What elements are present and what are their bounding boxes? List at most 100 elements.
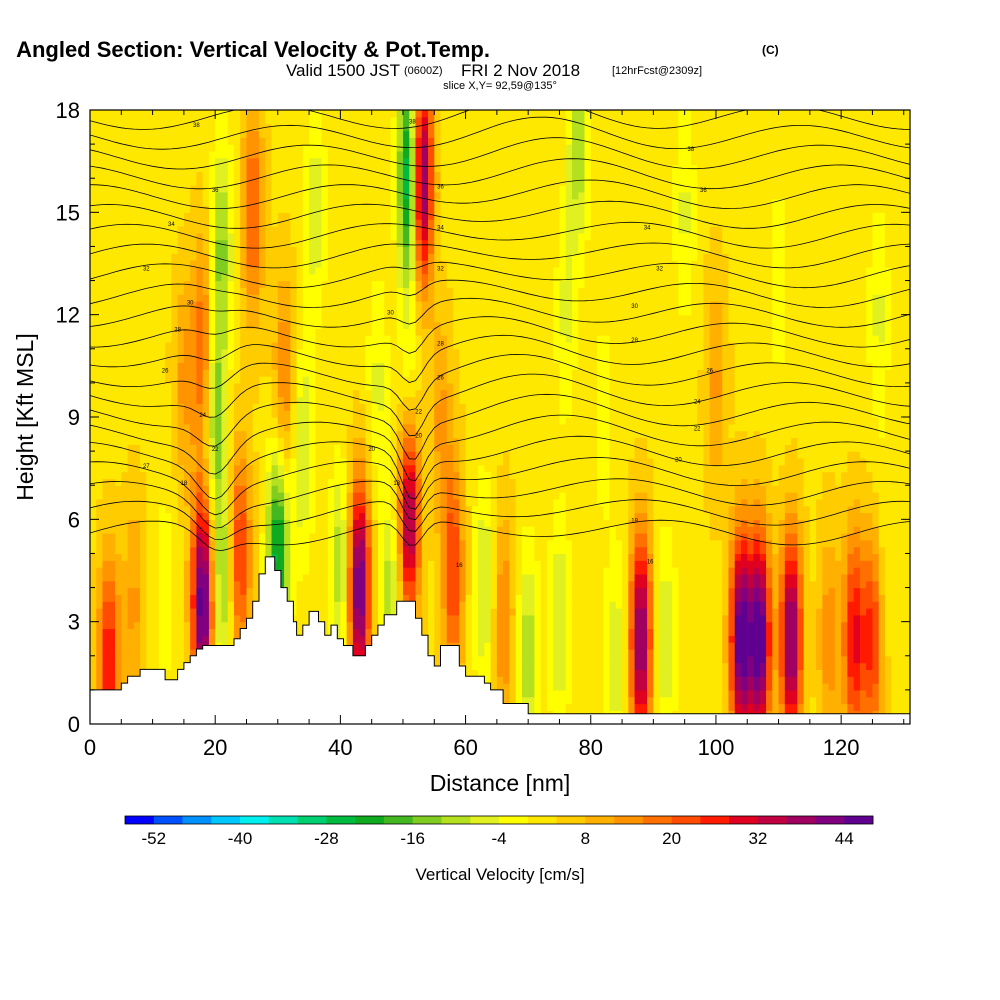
velocity-cell	[609, 553, 617, 561]
velocity-cell	[108, 662, 116, 671]
velocity-cell	[659, 546, 667, 555]
velocity-cell	[384, 471, 392, 479]
velocity-cell	[597, 532, 604, 541]
velocity-cell	[183, 526, 191, 534]
velocity-cell	[177, 512, 185, 520]
velocity-cell	[584, 492, 592, 500]
plot-area: 2718222426283032343638203018202226283234…	[90, 110, 910, 724]
velocity-cell	[290, 567, 298, 575]
velocity-cell	[622, 464, 629, 473]
velocity-cell	[640, 567, 648, 575]
velocity-cell	[471, 532, 479, 541]
velocity-cell	[453, 560, 460, 568]
velocity-cell	[215, 573, 223, 582]
velocity-cell	[296, 532, 304, 541]
velocity-cell	[690, 526, 698, 534]
velocity-cell	[728, 696, 736, 705]
velocity-cell	[396, 560, 404, 568]
velocity-cell	[878, 505, 886, 514]
velocity-cell	[546, 655, 554, 664]
velocity-cell	[809, 669, 817, 677]
velocity-cell	[415, 526, 423, 534]
velocity-cell	[816, 512, 823, 520]
velocity-cell	[709, 532, 717, 541]
velocity-cell	[127, 492, 135, 500]
velocity-cell	[822, 683, 830, 691]
velocity-cell	[784, 635, 792, 643]
velocity-cell	[459, 471, 467, 479]
velocity-cell	[453, 621, 460, 630]
velocity-cell	[177, 560, 185, 568]
velocity-cell	[146, 642, 154, 650]
velocity-cell	[409, 587, 417, 595]
velocity-cell	[90, 492, 97, 500]
velocity-cell	[90, 567, 97, 575]
velocity-cell	[709, 676, 717, 684]
velocity-cell	[434, 478, 442, 486]
velocity-cell	[359, 614, 367, 623]
velocity-cell	[290, 478, 298, 486]
velocity-cell	[878, 642, 886, 650]
velocity-cell	[653, 567, 661, 575]
velocity-cell	[684, 573, 692, 582]
velocity-cell	[797, 601, 805, 609]
velocity-cell	[578, 519, 586, 527]
velocity-cell	[215, 635, 223, 643]
velocity-cell	[697, 485, 705, 493]
velocity-cell	[509, 505, 517, 514]
velocity-cell	[240, 553, 248, 561]
velocity-cell	[597, 683, 604, 691]
velocity-cell	[515, 464, 523, 473]
velocity-cell	[847, 628, 855, 636]
velocity-cell	[359, 628, 367, 636]
velocity-cell	[715, 621, 723, 630]
velocity-cell	[183, 655, 191, 664]
velocity-cell	[665, 621, 673, 630]
velocity-cell	[690, 594, 698, 602]
velocity-cell	[565, 608, 573, 616]
velocity-cell	[553, 642, 561, 650]
velocity-cell	[496, 580, 504, 589]
velocity-cell	[759, 642, 767, 650]
velocity-cell	[165, 532, 172, 541]
velocity-cell	[866, 532, 874, 541]
velocity-cell	[127, 601, 135, 609]
velocity-cell	[127, 546, 135, 555]
velocity-cell	[772, 635, 780, 643]
velocity-cell	[315, 492, 323, 500]
velocity-cell	[146, 614, 154, 623]
velocity-cell	[628, 676, 636, 684]
velocity-cell	[640, 539, 648, 548]
velocity-cell	[766, 608, 773, 616]
velocity-cell	[165, 594, 172, 602]
velocity-cell	[740, 492, 748, 500]
velocity-cell	[672, 512, 679, 520]
velocity-cell	[816, 492, 823, 500]
velocity-cell	[528, 553, 536, 561]
velocity-cell	[352, 464, 360, 473]
velocity-cell	[878, 608, 886, 616]
velocity-cell	[847, 539, 855, 548]
velocity-cell	[809, 642, 817, 650]
velocity-cell	[453, 608, 460, 616]
velocity-cell	[352, 553, 360, 561]
velocity-cell	[853, 676, 861, 684]
velocity-cell	[165, 608, 172, 616]
velocity-cell	[133, 594, 141, 602]
velocity-cell	[841, 669, 849, 677]
velocity-cell	[127, 594, 135, 602]
velocity-cell	[853, 553, 861, 561]
velocity-cell	[140, 471, 147, 479]
velocity-cell	[822, 478, 830, 486]
velocity-cell	[659, 669, 667, 677]
velocity-cell	[190, 532, 198, 541]
velocity-cell	[559, 648, 567, 657]
velocity-cell	[421, 546, 429, 555]
velocity-cell	[490, 648, 498, 657]
velocity-cell	[903, 573, 910, 582]
velocity-cell	[90, 662, 97, 671]
velocity-cell	[540, 601, 548, 609]
velocity-cell	[766, 526, 773, 534]
velocity-cell	[259, 471, 266, 479]
velocity-cell	[891, 662, 899, 671]
